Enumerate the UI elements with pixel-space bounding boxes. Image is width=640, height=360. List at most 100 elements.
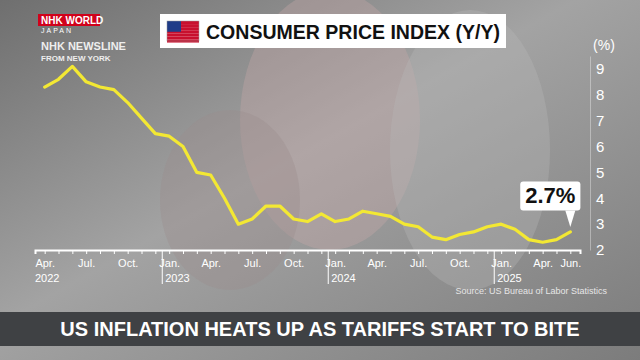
x-tick xyxy=(280,250,281,254)
x-tick-label: Oct. xyxy=(118,257,138,269)
x-tick-mark xyxy=(100,250,101,254)
y-tick-label: 5 xyxy=(596,164,604,181)
x-tick-mark xyxy=(86,250,87,254)
x-tick-mark xyxy=(543,250,544,254)
x-tick-mark xyxy=(45,250,46,254)
flag-border xyxy=(167,21,199,41)
x-tick xyxy=(349,250,350,254)
x-tick-mark xyxy=(349,250,350,254)
y-tick: 9 xyxy=(590,60,604,77)
x-tick-label: Jul. xyxy=(244,257,261,269)
x-tick-mark xyxy=(280,250,281,254)
x-tick xyxy=(183,250,184,254)
x-tick xyxy=(59,250,60,254)
x-tick-mark xyxy=(390,250,391,254)
x-tick-mark xyxy=(169,250,170,254)
group-separator xyxy=(494,250,495,284)
x-axis-line xyxy=(36,251,581,255)
x-tick xyxy=(238,250,239,254)
x-tick xyxy=(155,250,156,254)
chart: NHK WORLDJAPANNHK NEWSLINEFROM NEW YORKC… xyxy=(0,0,640,360)
x-tick-mark xyxy=(501,250,502,254)
x-tick-mark xyxy=(446,250,447,254)
x-tick: Apr. xyxy=(533,250,553,269)
x-tick xyxy=(114,250,115,254)
background-shape xyxy=(390,10,550,290)
x-tick-mark xyxy=(321,250,322,254)
y-tick: 2 xyxy=(590,241,604,258)
y-tick: 3 xyxy=(590,215,604,232)
x-tick-mark xyxy=(72,250,73,254)
x-tick: Oct. xyxy=(118,250,138,269)
logo-subtext: JAPAN xyxy=(41,27,73,34)
y-tick-label: 2 xyxy=(596,241,604,258)
flag-stripe xyxy=(167,36,199,39)
data-label: 2.7% xyxy=(525,183,575,208)
x-tick: Apr. xyxy=(201,250,221,269)
x-tick-label: Jun. xyxy=(560,257,581,269)
y-tick-label: 6 xyxy=(596,138,604,155)
y-axis-line xyxy=(590,57,591,251)
callout: 2.7% xyxy=(520,181,580,227)
title: CONSUMER PRICE INDEX (Y/Y) xyxy=(206,20,500,43)
group-label: 2023 xyxy=(165,272,189,284)
background-shape xyxy=(160,110,300,290)
x-tick-mark xyxy=(487,250,488,254)
x-tick-mark xyxy=(59,250,60,254)
x-tick-mark xyxy=(432,250,433,254)
x-tick-mark xyxy=(308,250,309,254)
y-tick-label: 9 xyxy=(596,60,604,77)
x-tick-mark xyxy=(197,250,198,254)
x-tick-mark xyxy=(473,250,474,254)
x-tick-mark xyxy=(128,250,129,254)
x-tick-mark xyxy=(183,250,184,254)
x-tick xyxy=(72,250,73,254)
x-tick xyxy=(308,250,309,254)
x-tick-label: Apr. xyxy=(533,257,553,269)
group-separator xyxy=(162,250,163,284)
x-tick xyxy=(197,250,198,254)
x-tick xyxy=(390,250,391,254)
x-tick-mark xyxy=(460,250,461,254)
x-tick xyxy=(404,250,405,254)
group-separator xyxy=(328,250,329,284)
x-tick-mark xyxy=(252,250,253,254)
x-tick-mark xyxy=(529,250,530,254)
x-tick: Jul. xyxy=(78,250,95,269)
x-tick-mark xyxy=(114,250,115,254)
x-tick: Jul. xyxy=(244,250,261,269)
x-tick-mark xyxy=(155,250,156,254)
x-tick: Oct. xyxy=(450,250,470,269)
x-tick xyxy=(432,250,433,254)
y-tick: 6 xyxy=(590,138,604,155)
caption: US INFLATION HEATS UP AS TARIFFS START T… xyxy=(60,318,579,340)
x-tick-mark xyxy=(570,250,571,254)
x-tick-mark xyxy=(211,250,212,254)
title-box xyxy=(160,14,506,48)
x-tick xyxy=(225,250,226,254)
callout-box xyxy=(520,181,580,210)
group-label: 2025 xyxy=(497,272,521,284)
program-subtext: FROM NEW YORK xyxy=(41,54,111,63)
x-tick-label: Apr. xyxy=(35,257,55,269)
flag-canton xyxy=(167,21,181,32)
x-tick: Oct. xyxy=(284,250,304,269)
x-tick-label: Oct. xyxy=(284,257,304,269)
flag xyxy=(167,21,199,43)
y-tick-label: 3 xyxy=(596,215,604,232)
caption-band xyxy=(0,312,640,346)
callout-pointer xyxy=(565,210,575,227)
x-tick: Apr. xyxy=(367,250,387,269)
x-tick-mark xyxy=(418,250,419,254)
x-tick xyxy=(142,250,143,254)
program-text: NHK NEWSLINE xyxy=(41,40,126,52)
x-tick: Apr. xyxy=(35,250,55,269)
line xyxy=(45,66,571,242)
x-axis: Apr.Jul.Oct.Jan.Apr.Jul.Oct.Jan.Apr.Jul.… xyxy=(35,250,581,269)
x-tick-mark xyxy=(404,250,405,254)
x-tick-mark xyxy=(225,250,226,254)
x-tick-mark xyxy=(556,250,557,254)
source: Source: US Bureau of Labor Statistics xyxy=(455,286,607,296)
x-tick-mark xyxy=(363,250,364,254)
x-tick-mark xyxy=(377,250,378,254)
